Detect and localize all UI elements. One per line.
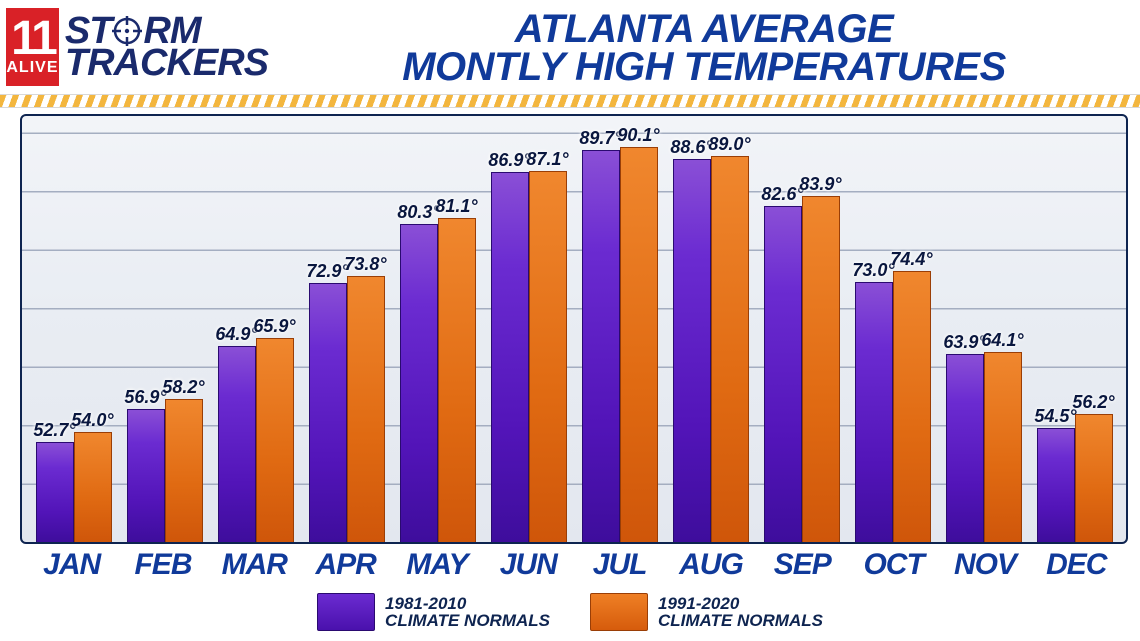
legend-2-line2: CLIMATE NORMALS — [658, 612, 823, 629]
bar-1981-2010: 54.5° — [1037, 428, 1075, 542]
month-label: APR — [300, 548, 391, 588]
bar-1981-2010: 63.9° — [946, 354, 984, 542]
month-group: 86.9°87.1° — [483, 132, 574, 542]
month-label: MAY — [391, 548, 482, 588]
legend-item-1991-2020: 1991-2020 CLIMATE NORMALS — [590, 593, 823, 631]
bar-1981-2010: 73.0° — [855, 282, 893, 542]
bar-value-label: 58.2° — [149, 377, 219, 398]
month-group: 54.5°56.2° — [1029, 132, 1120, 542]
month-label: JAN — [26, 548, 117, 588]
bar-plot-area: 52.7°54.0°56.9°58.2°64.9°65.9°72.9°73.8°… — [22, 132, 1126, 542]
bar-1991-2020: 90.1° — [620, 147, 658, 542]
month-group: 72.9°73.8° — [301, 132, 392, 542]
legend-text-1: 1981-2010 CLIMATE NORMALS — [385, 595, 550, 629]
month-label: JUN — [483, 548, 574, 588]
bar-value-label: 65.9° — [240, 316, 310, 337]
bar-1991-2020: 65.9° — [256, 338, 294, 542]
legend-swatch-orange — [590, 593, 648, 631]
bar-value-label: 74.4° — [877, 249, 947, 270]
bar-1981-2010: 56.9° — [127, 409, 165, 542]
bar-value-label: 87.1° — [513, 149, 583, 170]
bar-1991-2020: 89.0° — [711, 156, 749, 542]
hatch-divider — [0, 94, 1140, 108]
legend-1-line1: 1981-2010 — [385, 595, 550, 612]
bar-1981-2010: 80.3° — [400, 224, 438, 542]
station-brand-block: 11 ALIVE ST RM TRACKERS — [0, 0, 268, 94]
title-line-2: MONTLY HIGH TEMPERATURES — [402, 48, 1006, 86]
month-label: MAR — [209, 548, 300, 588]
chart-panel: 52.7°54.0°56.9°58.2°64.9°65.9°72.9°73.8°… — [20, 114, 1128, 544]
header: 11 ALIVE ST RM TRACKERS — [0, 0, 1140, 94]
logo-word: ALIVE — [6, 62, 58, 75]
bar-1981-2010: 82.6° — [764, 206, 802, 542]
month-label: SEP — [757, 548, 848, 588]
month-label: DEC — [1031, 548, 1122, 588]
bar-value-label: 64.1° — [968, 330, 1038, 351]
month-group: 73.0°74.4° — [847, 132, 938, 542]
bar-1991-2020: 56.2° — [1075, 414, 1113, 542]
month-label: FEB — [117, 548, 208, 588]
legend-item-1981-2010: 1981-2010 CLIMATE NORMALS — [317, 593, 550, 631]
x-axis-labels: JANFEBMARAPRMAYJUNJULAUGSEPOCTNOVDEC — [20, 548, 1128, 588]
legend-swatch-purple — [317, 593, 375, 631]
brand-line2: TRACKERS — [65, 47, 268, 79]
bar-1991-2020: 74.4° — [893, 271, 931, 542]
legend-2-line1: 1991-2020 — [658, 595, 823, 612]
bar-1981-2010: 89.7° — [582, 150, 620, 542]
bar-value-label: 89.0° — [695, 134, 765, 155]
month-group: 52.7°54.0° — [28, 132, 119, 542]
month-group: 56.9°58.2° — [119, 132, 210, 542]
month-label: OCT — [848, 548, 939, 588]
bar-1991-2020: 73.8° — [347, 276, 385, 543]
month-group: 89.7°90.1° — [574, 132, 665, 542]
station-logo: 11 ALIVE — [6, 8, 59, 86]
month-group: 63.9°64.1° — [938, 132, 1029, 542]
month-label: JUL — [574, 548, 665, 588]
bar-1991-2020: 58.2° — [165, 399, 203, 543]
bar-value-label: 54.0° — [58, 410, 128, 431]
logo-number: 11 — [11, 19, 54, 60]
bar-value-label: 73.8° — [331, 254, 401, 275]
bar-1981-2010: 72.9° — [309, 283, 347, 542]
legend-text-2: 1991-2020 CLIMATE NORMALS — [658, 595, 823, 629]
bar-1991-2020: 54.0° — [74, 432, 112, 542]
bar-value-label: 83.9° — [786, 174, 856, 195]
storm-trackers-wordmark: ST RM TRACKERS — [65, 15, 268, 80]
month-group: 82.6°83.9° — [756, 132, 847, 542]
bar-1991-2020: 81.1° — [438, 218, 476, 542]
month-group: 80.3°81.1° — [392, 132, 483, 542]
bar-1991-2020: 64.1° — [984, 352, 1022, 542]
legend-1-line2: CLIMATE NORMALS — [385, 612, 550, 629]
bar-1981-2010: 86.9° — [491, 172, 529, 542]
bar-1991-2020: 87.1° — [529, 171, 567, 542]
month-label: NOV — [939, 548, 1030, 588]
bar-value-label: 56.2° — [1059, 392, 1129, 413]
chart-title-block: ATLANTA AVERAGE MONTLY HIGH TEMPERATURES — [268, 0, 1140, 94]
bar-1981-2010: 52.7° — [36, 442, 74, 542]
title-line-1: ATLANTA AVERAGE — [515, 10, 893, 48]
month-group: 88.6°89.0° — [665, 132, 756, 542]
month-group: 64.9°65.9° — [210, 132, 301, 542]
bar-1991-2020: 83.9° — [802, 196, 840, 542]
month-label: AUG — [665, 548, 756, 588]
bar-value-label: 81.1° — [422, 196, 492, 217]
legend: 1981-2010 CLIMATE NORMALS 1991-2020 CLIM… — [0, 587, 1140, 637]
bar-1981-2010: 88.6° — [673, 159, 711, 542]
bar-1981-2010: 64.9° — [218, 346, 256, 542]
